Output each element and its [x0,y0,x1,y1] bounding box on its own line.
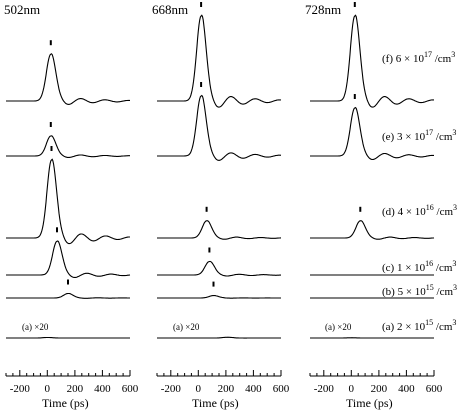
row-label-a: (a) 2 × 1015 /cm3 [382,318,456,333]
row-label-c: (c) 1 × 1016 /cm3 [382,259,456,274]
magnification-labels: (a) ×20 (a) ×20 (a) ×20 [22,322,352,332]
magnification-label-668nm: (a) ×20 [173,322,200,332]
row-label-e: (e) 3 × 1017 /cm3 [382,128,456,143]
trace-728nm-d [310,220,435,240]
trace-668nm-d [157,220,281,240]
trace-728nm-f [310,14,434,108]
panel-title-728nm: 728nm [305,2,341,17]
x-axis-title-728nm: Time (ps) [346,396,393,410]
row-label-d: (d) 4 × 1016 /cm3 [382,203,457,218]
trace-502nm-a [6,336,130,339]
x-axes: -200 0 200 400 600 -200 0 200 400 600 -200 0 200 400 6… [5,370,443,395]
trace-502nm-f [6,53,130,105]
x-tick-label-502nm-400: 400 [94,383,111,395]
row-label-b: (b) 5 × 1015 /cm3 [382,283,457,298]
trace-668nm-a [157,336,281,339]
x-tick-label-668nm--200: -200 [161,383,182,395]
row-labels: (f) 6 × 1017 /cm3 (e) 3 × 1017 /cm3 (d) … [382,50,457,333]
row-label-f: (f) 6 × 1017 /cm3 [382,50,455,65]
x-axis-title-668nm: Time (ps) [192,396,239,410]
x-tick-label-502nm-0: 0 [45,383,51,395]
trace-502nm-c [6,240,131,278]
x-tick-label-728nm-0: 0 [349,383,355,395]
traces-layer [6,14,435,339]
trace-668nm-b [157,295,281,299]
trace-668nm-f [157,14,282,108]
x-tick-label-502nm-200: 200 [67,383,84,395]
x-tick-label-668nm-0: 0 [196,383,202,395]
magnification-label-502nm: (a) ×20 [22,322,49,332]
x-tick-label-668nm-600: 600 [273,383,290,395]
x-tick-label-728nm--200: -200 [314,383,335,395]
trace-502nm-e [6,135,130,158]
x-tick-label-502nm--200: -200 [10,383,31,395]
x-axis-titles: Time (ps) Time (ps) Time (ps) [42,396,393,410]
trace-502nm-b [6,292,130,299]
x-tick-label-728nm-600: 600 [426,383,443,395]
x-tick-label-502nm-600: 600 [122,383,139,395]
x-axis-title-502nm: Time (ps) [42,396,89,410]
peak-markers-layer [49,2,362,287]
panel-title-668nm: 668nm [152,2,188,17]
panel-title-502nm: 502nm [4,2,40,17]
trace-668nm-e [157,94,282,161]
trace-668nm-c [157,260,281,277]
x-tick-label-728nm-400: 400 [398,383,415,395]
x-tick-label-728nm-200: 200 [371,383,388,395]
panel-titles: 502nm 668nm 728nm [4,2,341,17]
trace-502nm-d [6,158,130,245]
magnification-label-728nm: (a) ×20 [325,322,352,332]
x-tick-label-668nm-400: 400 [245,383,262,395]
trace-728nm-e [310,106,434,161]
x-tick-label-668nm-200: 200 [218,383,235,395]
